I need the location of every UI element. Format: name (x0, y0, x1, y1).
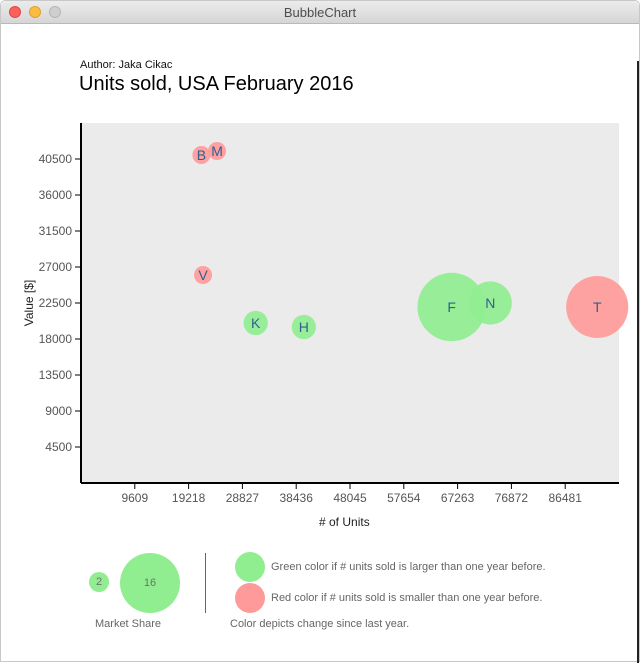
y-tick-label: 40500 (39, 152, 73, 166)
y-tick-label: 31500 (39, 224, 73, 238)
y-tick-label: 13500 (39, 368, 73, 382)
bubble-n (468, 281, 512, 325)
legend-divider (205, 553, 206, 613)
x-tick-label: 57654 (387, 491, 421, 505)
y-axis-label: Value [$] (22, 279, 36, 327)
x-tick-label: 67263 (441, 491, 475, 505)
bubble-label-t: T (593, 299, 602, 315)
y-tick-label: 18000 (39, 332, 73, 346)
minimize-window-button[interactable] (29, 6, 41, 18)
bubble-b (192, 146, 211, 164)
bubble-m (208, 142, 227, 160)
x-tick-label: 19218 (172, 491, 206, 505)
bubble-label-f: F (447, 299, 456, 315)
y-tick-label: 22500 (39, 296, 73, 310)
close-window-button[interactable] (9, 6, 21, 18)
bubble-label-k: K (251, 315, 261, 331)
bubble-label-m: M (211, 143, 223, 159)
x-tick-label: 38436 (280, 491, 314, 505)
legend-green-swatch (235, 552, 265, 582)
zoom-window-button[interactable] (49, 6, 61, 18)
bubble-f (417, 272, 486, 342)
legend-red-text: Red color if # units sold is smaller tha… (271, 592, 543, 604)
plot-area (81, 123, 619, 483)
legend-green-text: Green color if # units sold is larger th… (271, 561, 546, 573)
legend-size-small-bubble: 2 (89, 572, 109, 592)
y-tick-label: 4500 (45, 440, 72, 454)
y-tick-label: 27000 (39, 260, 73, 274)
bubble-t (566, 275, 629, 339)
legend-red-swatch (235, 583, 265, 613)
x-tick-label: 86481 (549, 491, 583, 505)
bubble-label-n: N (485, 295, 495, 311)
bubble-label-v: V (198, 267, 208, 283)
x-tick-label: 9609 (121, 491, 148, 505)
bubble-h (291, 314, 316, 340)
title-bar[interactable]: BubbleChart (1, 1, 639, 24)
legend-size-caption: Market Share (95, 618, 162, 630)
x-axis-label: # of Units (319, 515, 370, 529)
chart-title: Units sold, USA February 2016 (79, 73, 354, 95)
y-tick-label: 9000 (45, 404, 72, 418)
legend-color-caption: Color depicts change since last year. (230, 618, 410, 630)
bubble-k (243, 310, 268, 336)
legend-size-large-bubble: 16 (120, 553, 180, 613)
right-border (637, 61, 639, 663)
x-tick-label: 76872 (495, 491, 529, 505)
window-title: BubbleChart (283, 5, 357, 20)
bubble-label-b: B (197, 147, 206, 163)
chart-author: Author: Jaka Cikac (80, 59, 173, 71)
x-tick-label: 48045 (333, 491, 367, 505)
bubble-chart: 4500 9000 13500 18000 22500 27000 31500 36000 40… (39, 123, 629, 505)
bubble-label-h: H (299, 319, 309, 335)
y-tick-label: 36000 (39, 188, 73, 202)
bubble-v (194, 266, 213, 284)
x-tick-label: 28827 (226, 491, 260, 505)
